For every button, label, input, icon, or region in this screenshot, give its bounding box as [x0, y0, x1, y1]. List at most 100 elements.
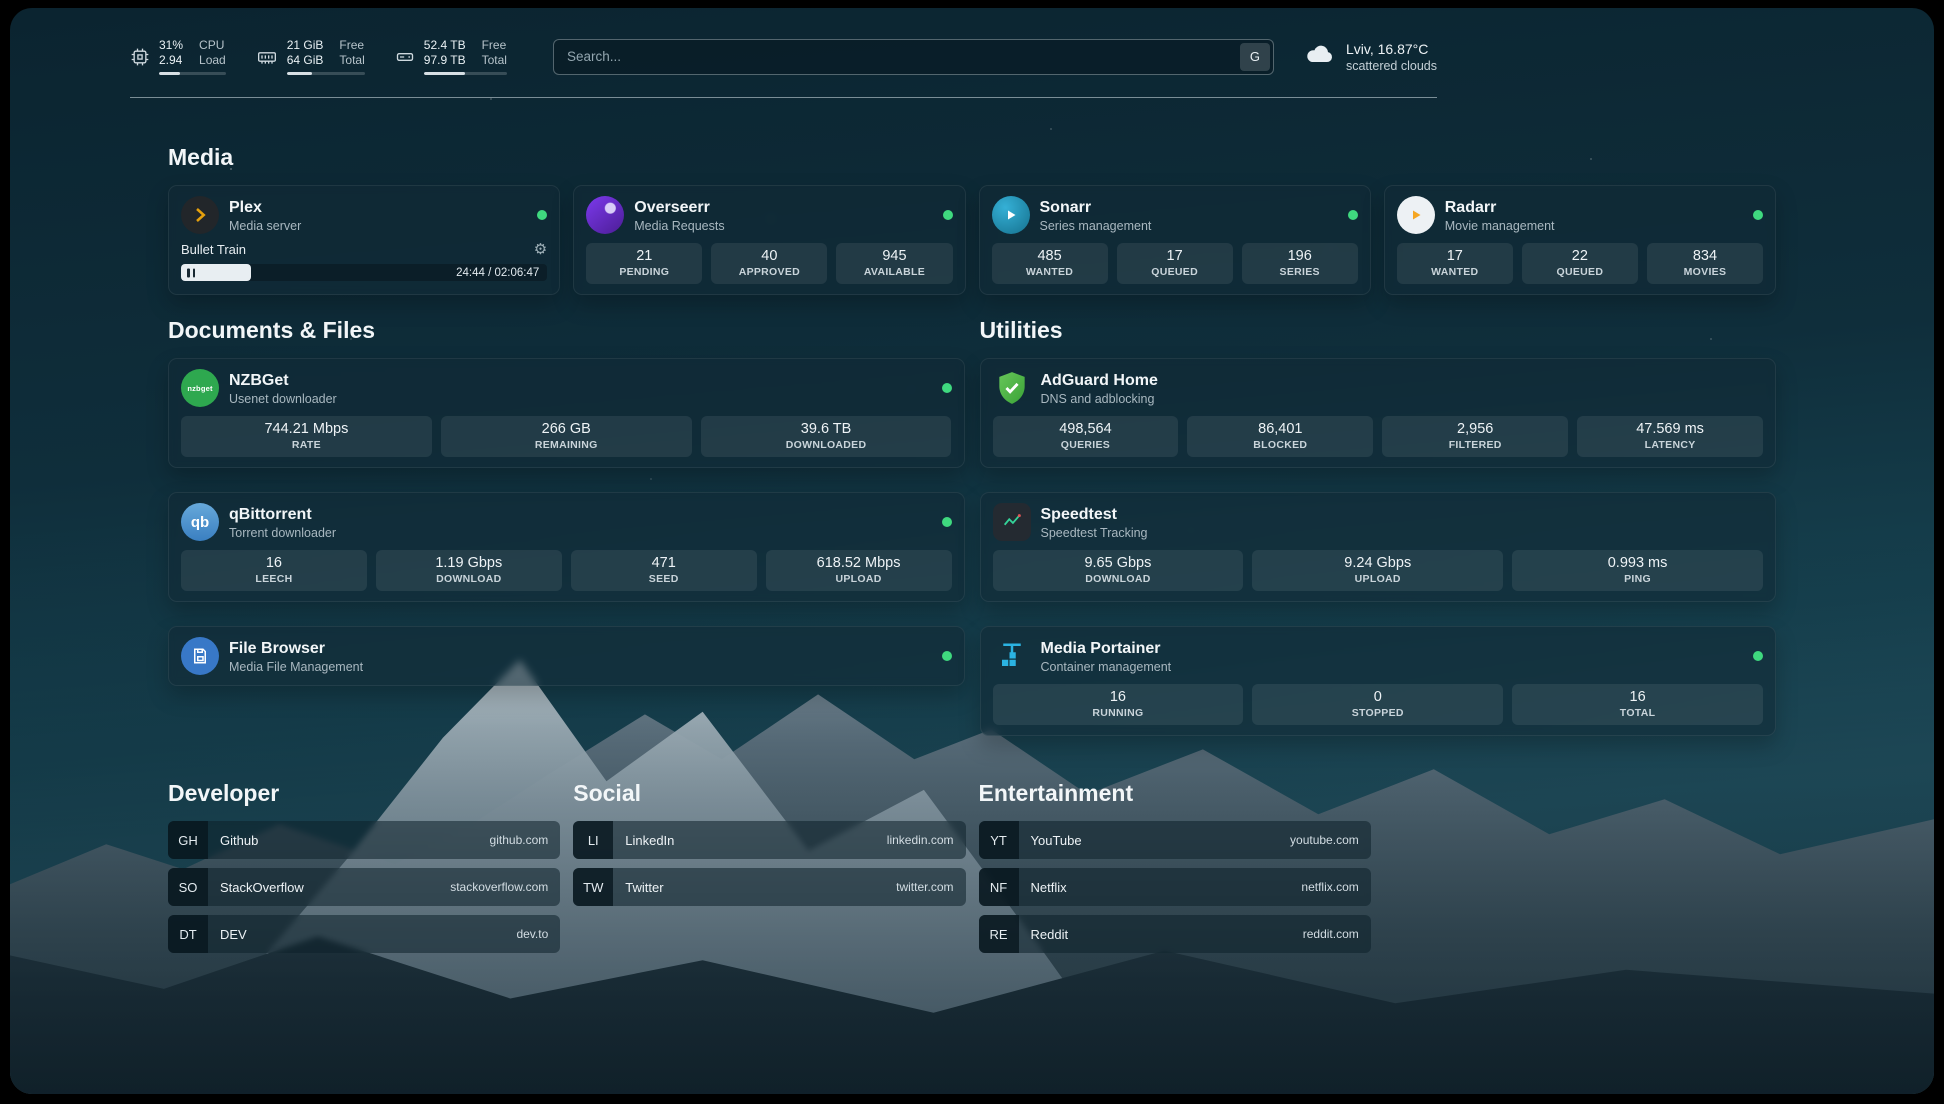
stat-latency: 47.569 ms LATENCY [1577, 416, 1763, 457]
weather-condition: scattered clouds [1345, 58, 1437, 73]
sonarr-icon [991, 196, 1030, 234]
disk-progress-bar [423, 72, 507, 75]
bookmark-group-developer: Developer GH Github github.com SO StackO… [168, 780, 561, 962]
disk-widget: 52.4 TB 97.9 TB Free Total [395, 38, 507, 75]
playback-time: 24:44 / 02:06:47 [456, 266, 540, 279]
top-bar: 31% 2.94 CPU Load 21 GiB 64 GiB Free Total [130, 38, 1437, 75]
stat-stopped: 0 STOPPED [1252, 684, 1504, 725]
service-desc: Movie management [1444, 218, 1555, 233]
service-name: Speedtest [1040, 505, 1117, 523]
bookmark-linkedin[interactable]: LI LinkedIn linkedin.com [573, 821, 966, 859]
bookmark-abbr: LI [573, 821, 614, 859]
stat-queued: 22 QUEUED [1521, 243, 1638, 284]
status-dot [941, 651, 952, 661]
bookmark-netflix[interactable]: NF Netflix netflix.com [978, 868, 1371, 906]
qbittorrent-icon: qb [181, 503, 219, 541]
section-title-media: Media [168, 144, 234, 170]
status-dot [941, 383, 952, 393]
bookmark-url: stackoverflow.com [450, 880, 549, 894]
stat-wanted: 17 WANTED [1396, 243, 1513, 284]
bookmark-abbr: NF [978, 868, 1019, 906]
stat-wanted: 485 WANTED [991, 243, 1108, 284]
cpu-label-1: CPU [199, 38, 225, 52]
playback-progress[interactable]: 24:44 / 02:06:47 [181, 264, 548, 281]
bookmark-url: netflix.com [1301, 880, 1359, 894]
plex-card[interactable]: Plex Media server Bullet Train ⚙ 24:44 /… [168, 185, 561, 295]
service-desc: DNS and adblocking [1040, 391, 1155, 406]
overseerr-icon [586, 196, 625, 234]
service-name: qBittorrent [229, 505, 312, 523]
pause-icon[interactable] [187, 268, 195, 277]
stat-series: 196 SERIES [1241, 243, 1358, 284]
playback-track [181, 264, 548, 281]
bookmark-dev[interactable]: DT DEV dev.to [168, 915, 561, 953]
bookmark-name: DEV [220, 926, 247, 942]
cpu-load: 2.94 [159, 53, 183, 67]
sonarr-card[interactable]: Sonarr Series management 485 WANTED 17 QUE… [978, 185, 1371, 295]
service-name: Radarr [1444, 198, 1497, 216]
stat-rate: 744.21 Mbps RATE [181, 416, 432, 457]
radarr-card[interactable]: Radarr Movie management 17 WANTED 22 QUEUE… [1383, 185, 1776, 295]
dashboard-screen: 31% 2.94 CPU Load 21 GiB 64 GiB Free Total [10, 8, 1934, 1094]
search-input[interactable] [552, 38, 1274, 75]
bookmark-name: Netflix [1030, 879, 1067, 895]
service-desc: Media Requests [634, 218, 725, 233]
memory-free: 21 GiB [286, 38, 324, 52]
stat-remaining: 266 GB REMAINING [440, 416, 692, 457]
cloud-icon [1304, 42, 1336, 71]
stat-download: 1.19 Gbps DOWNLOAD [375, 550, 562, 591]
service-name: Plex [229, 198, 262, 216]
status-dot [537, 210, 548, 220]
portainer-card[interactable]: Media Portainer Container management 16 R… [979, 626, 1776, 736]
service-desc: Container management [1040, 659, 1172, 674]
adguard-card[interactable]: AdGuard Home DNS and adblocking 498,564 Q… [979, 358, 1776, 468]
memory-label-1: Free [339, 38, 365, 52]
bookmark-github[interactable]: GH Github github.com [168, 821, 561, 859]
service-desc: Usenet downloader [229, 391, 337, 406]
memory-widget: 21 GiB 64 GiB Free Total [256, 38, 365, 75]
service-name: NZBGet [229, 371, 289, 389]
nzbget-card[interactable]: nzbget NZBGet Usenet downloader 744.21 M… [168, 358, 965, 468]
overseerr-card[interactable]: Overseerr Media Requests 21 PENDING 40 APP… [573, 185, 966, 295]
bookmark-name: Twitter [625, 879, 664, 895]
bookmark-group-title: Social [573, 780, 642, 806]
bookmark-name: StackOverflow [220, 879, 304, 895]
status-dot [1347, 210, 1358, 220]
disk-label-2: Total [481, 53, 507, 67]
stat-filtered: 2,956 FILTERED [1382, 416, 1569, 457]
bookmark-name: YouTube [1030, 832, 1082, 848]
bookmark-stackoverflow[interactable]: SO StackOverflow stackoverflow.com [168, 868, 561, 906]
bookmark-abbr: DT [168, 915, 208, 953]
bookmark-reddit[interactable]: RE Reddit reddit.com [978, 915, 1371, 953]
speedtest-card[interactable]: Speedtest Speedtest Tracking 9.65 Gbps DO… [979, 492, 1776, 602]
qbittorrent-card[interactable]: qb qBittorrent Torrent downloader 16 LEEC… [168, 492, 965, 602]
topbar-divider [130, 97, 1437, 98]
filebrowser-icon [181, 637, 219, 675]
bookmark-abbr: GH [168, 821, 208, 859]
memory-total: 64 GiB [286, 53, 324, 67]
search-provider-button[interactable]: G [1239, 42, 1270, 71]
gear-icon[interactable]: ⚙ [533, 241, 548, 258]
disk-total: 97.9 TB [423, 53, 466, 67]
bookmark-url: dev.to [516, 927, 549, 941]
weather-widget: Lviv, 16.87°C scattered clouds [1304, 41, 1437, 73]
bookmark-youtube[interactable]: YT YouTube youtube.com [978, 821, 1371, 859]
status-dot [942, 210, 953, 220]
now-playing-title: Bullet Train [181, 242, 247, 257]
cpu-percent: 31% [159, 38, 184, 52]
search-bar: G [552, 38, 1274, 75]
disk-label-1: Free [481, 38, 507, 52]
cpu-label-2: Load [199, 53, 226, 67]
bookmark-group-title: Entertainment [978, 780, 1134, 806]
memory-progress-bar [286, 72, 365, 75]
stat-blocked: 86,401 BLOCKED [1187, 416, 1374, 457]
documents-column: Documents & Files nzbget NZBGet Usenet d… [168, 317, 965, 736]
filebrowser-card[interactable]: File Browser Media File Management [168, 626, 965, 686]
memory-label-2: Total [339, 53, 365, 67]
service-name: File Browser [229, 639, 326, 657]
disk-icon [395, 47, 415, 67]
status-dot [941, 517, 952, 527]
cpu-icon [130, 47, 150, 67]
speedtest-icon [992, 503, 1031, 541]
bookmark-twitter[interactable]: TW Twitter twitter.com [573, 868, 966, 906]
